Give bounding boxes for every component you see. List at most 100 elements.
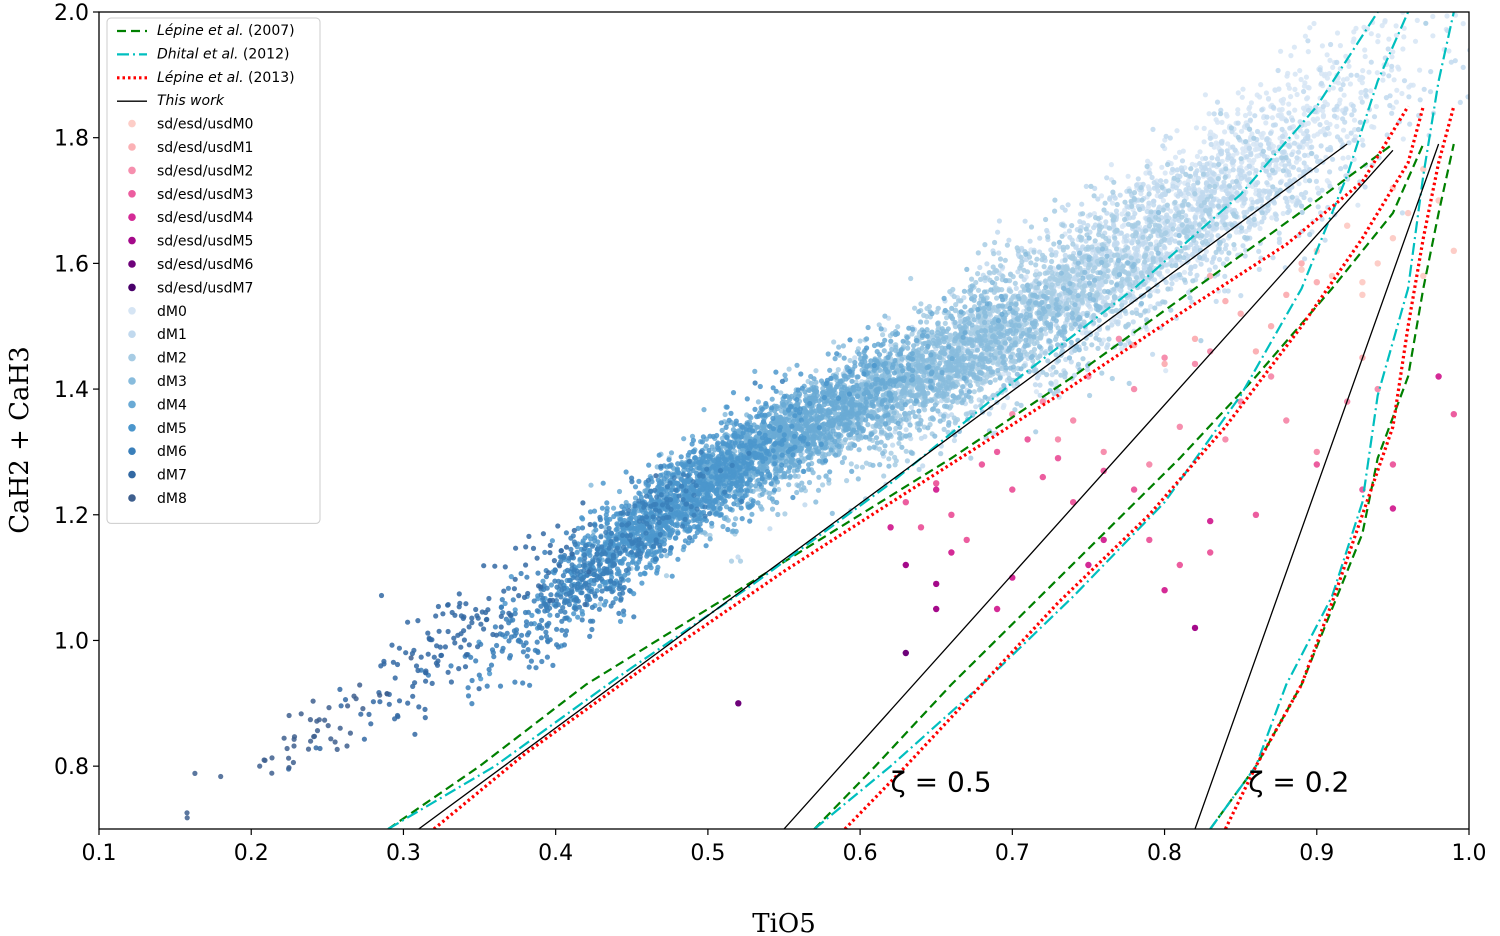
dwarf-point [1192, 191, 1198, 197]
dwarf-point [1279, 126, 1285, 132]
dwarf-point [1083, 183, 1089, 189]
dwarf-point [1302, 178, 1309, 184]
dwarf-point [958, 388, 964, 394]
dwarf-point [1350, 103, 1356, 109]
dwarf-point [1334, 59, 1340, 65]
dwarf-point [1027, 238, 1033, 244]
dwarf-point [929, 415, 935, 421]
dwarf-point [984, 347, 990, 353]
dwarf-point [1337, 43, 1343, 49]
dwarf-point [1111, 179, 1117, 185]
dwarf-point [1163, 279, 1169, 285]
dwarf-point [1161, 236, 1168, 242]
dwarf-point [1355, 126, 1362, 133]
dwarf-point [995, 367, 1001, 373]
dwarf-point [1328, 41, 1334, 48]
dwarf-point [1056, 239, 1062, 245]
dwarf-point [1043, 216, 1049, 223]
dwarf-point [1278, 48, 1284, 54]
dwarf-point [1216, 203, 1222, 209]
dwarf-point [1265, 96, 1272, 102]
dwarf-point [1239, 94, 1245, 100]
dwarf-point [903, 417, 909, 423]
dwarf-point [1194, 272, 1200, 278]
dwarf-point [1095, 345, 1101, 351]
dwarf-point [1297, 68, 1303, 74]
dwarf-point [1070, 256, 1076, 262]
dwarf-point [871, 444, 877, 450]
dwarf-point [888, 342, 894, 348]
dwarf-point [1080, 275, 1086, 281]
dwarf-point [1214, 99, 1221, 105]
dwarf-point [965, 355, 971, 361]
dwarf-point [1135, 258, 1141, 264]
dwarf-point [906, 410, 913, 416]
dwarf-point [1060, 324, 1067, 330]
dwarf-point [1400, 46, 1406, 52]
dwarf-point [1126, 249, 1132, 255]
dwarf-point [1096, 317, 1102, 323]
dwarf-point [1079, 284, 1085, 291]
dwarf-point [1155, 188, 1161, 194]
dwarf-point [881, 348, 887, 354]
dwarf-point [755, 399, 762, 405]
dwarf-point [1197, 254, 1203, 261]
dwarf-point [1115, 319, 1121, 325]
dwarf-point [951, 437, 958, 444]
dwarf-point [941, 426, 947, 432]
dwarf-point [769, 506, 776, 512]
dwarf-point [950, 393, 956, 399]
dwarf-point [597, 601, 603, 607]
dwarf-point [905, 340, 911, 346]
dwarf-point [1273, 216, 1280, 222]
dwarf-point [976, 333, 982, 339]
dwarf-point [1053, 369, 1059, 375]
dwarf-point [1212, 183, 1218, 189]
dwarf-point [1095, 196, 1101, 202]
dwarf-point [1119, 302, 1125, 308]
dwarf-point [820, 482, 826, 488]
dwarf-point [968, 455, 974, 461]
dwarf-point [1185, 228, 1191, 234]
dwarf-point [1192, 263, 1198, 269]
dwarf-point [1380, 77, 1386, 83]
dwarf-point [1066, 355, 1073, 361]
dwarf-point [1068, 359, 1074, 365]
dwarf-point [1358, 95, 1364, 101]
dwarf-point [1225, 288, 1231, 294]
dwarf-point [1257, 225, 1263, 232]
dwarf-point [1242, 234, 1248, 241]
dwarf-point [1179, 209, 1186, 215]
dwarf-point [1206, 111, 1212, 117]
dwarf-point [1018, 290, 1024, 296]
dwarf-point [1155, 301, 1161, 307]
dwarf-point [1037, 392, 1043, 398]
dwarf-point [1239, 225, 1245, 231]
dwarf-point [1299, 203, 1305, 209]
dwarf-point [1428, 69, 1434, 75]
dwarf-point [1026, 327, 1032, 333]
dwarf-point [1077, 324, 1083, 330]
dwarf-point [859, 464, 866, 470]
dwarf-point [1028, 224, 1035, 230]
dwarf-point [1099, 370, 1105, 376]
dwarf-point [1089, 342, 1095, 348]
dwarf-point [888, 450, 894, 456]
dwarf-point [1091, 193, 1097, 199]
dwarf-point [953, 302, 959, 308]
dwarf-point [1256, 266, 1262, 272]
dwarf-point [1393, 23, 1399, 29]
dwarf-point [1012, 342, 1018, 348]
dwarf-point [1362, 47, 1368, 53]
dwarf-point [938, 451, 944, 457]
dwarf-point [1169, 281, 1175, 287]
dwarf-point [1243, 139, 1249, 145]
dwarf-point [886, 463, 892, 469]
dwarf-point [1259, 210, 1265, 216]
dwarf-point [912, 305, 918, 311]
dwarf-point [1160, 143, 1166, 149]
dwarf-point [1207, 183, 1213, 189]
dwarf-point [1148, 250, 1155, 256]
dwarf-point [909, 450, 915, 456]
dwarf-point [1285, 70, 1291, 76]
